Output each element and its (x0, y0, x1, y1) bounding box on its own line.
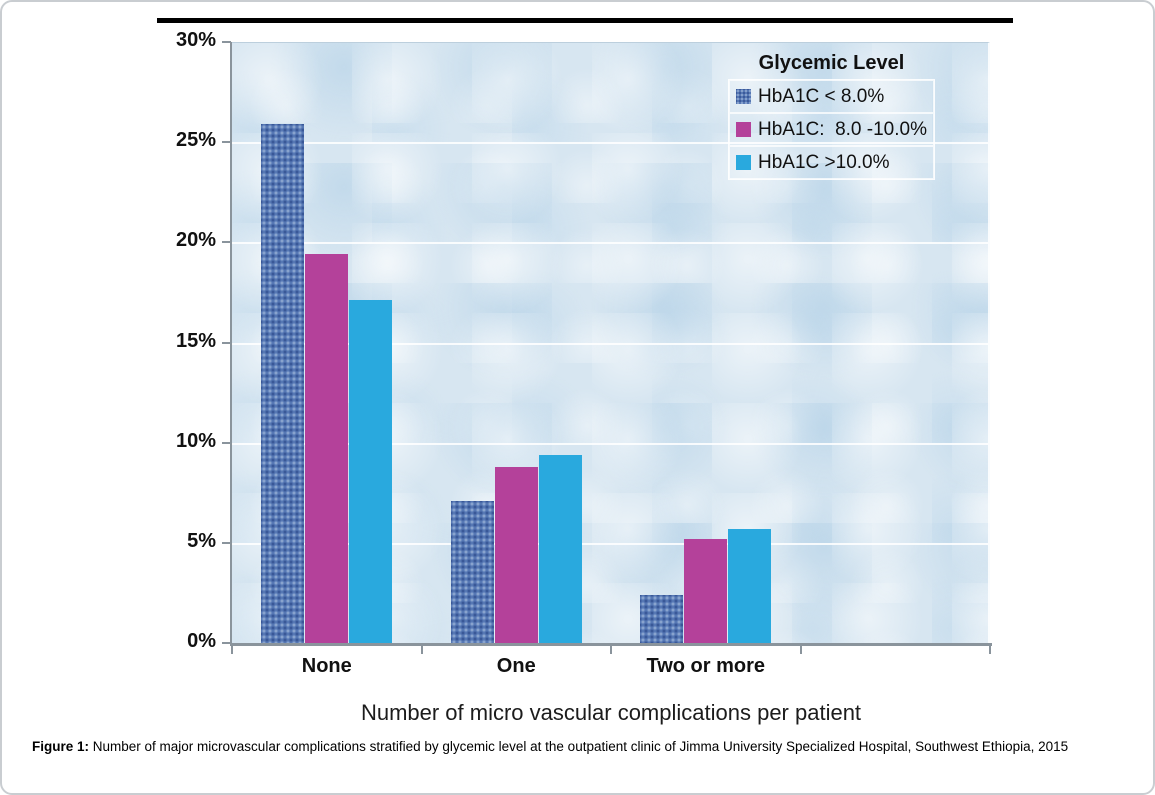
x-tick-mark (799, 646, 802, 654)
gridline-20pct (232, 242, 988, 245)
x-tick-mark (989, 646, 991, 654)
plot-area: Glycemic Level HbA1C < 8.0% HbA1C: 8.0 -1… (232, 42, 990, 643)
y-tick-mark (222, 541, 231, 544)
y-tick-label-15: 15% (175, 329, 216, 352)
y-tick-label-0: 0% (187, 630, 216, 652)
top-rule-divider (157, 18, 1013, 23)
x-tick-mark (610, 646, 612, 654)
legend-title: Glycemic Level (758, 52, 905, 74)
legend-items: HbA1C < 8.0% HbA1C: 8.0 -10.0% HbA1C >10.0… (728, 79, 935, 180)
y-tick-label-5: 5% (187, 529, 216, 552)
gridline-25pct (232, 142, 988, 145)
legend: Glycemic Level HbA1C < 8.0% HbA1C: 8.0 -1… (728, 50, 935, 180)
y-tick-mark (222, 41, 231, 43)
legend-entry-2: HbA1C >10.0% (729, 146, 934, 179)
bar-one-series-2 (538, 455, 582, 643)
legend-label-0: HbA1C < 8.0% (758, 85, 885, 107)
y-tick-mark (222, 441, 231, 444)
bar-two-or-more-series-0 (640, 595, 684, 643)
y-tick-mark (222, 141, 231, 144)
category-label-two-or-more: Two or more (646, 655, 766, 677)
figure-caption-text: Number of major microvascular complicati… (89, 739, 1069, 754)
x-tick-mark (231, 646, 233, 654)
y-tick-label-30: 30% (175, 29, 216, 51)
bar-two-or-more-series-2 (728, 529, 772, 643)
category-label-one: One (496, 655, 536, 677)
x-axis-title: Number of micro vascular complications p… (360, 700, 862, 725)
legend-swatch-2 (736, 155, 751, 170)
category-label-none: None (301, 655, 352, 677)
y-tick-mark (222, 642, 231, 644)
bar-one-series-0 (450, 501, 494, 643)
bar-none-series-2 (349, 300, 393, 643)
gridline-10pct (232, 442, 988, 445)
gridline-15pct (232, 342, 988, 345)
y-tick-mark (222, 241, 231, 244)
bar-none-series-0 (261, 124, 305, 643)
legend-entry-1: HbA1C: 8.0 -10.0% (729, 113, 934, 146)
y-tick-label-25: 25% (175, 129, 216, 152)
figure-caption: Figure 1: Number of major microvascular … (32, 738, 1117, 756)
gridline-5pct (232, 542, 988, 545)
y-axis-line (230, 42, 232, 644)
bar-none-series-1 (305, 254, 349, 643)
legend-swatch-1 (736, 122, 751, 137)
bar-two-or-more-series-1 (684, 539, 728, 643)
legend-label-1: HbA1C: 8.0 -10.0% (758, 118, 927, 140)
y-tick-mark (222, 341, 231, 344)
figure-caption-label: Figure 1: (32, 739, 90, 754)
bar-one-series-1 (494, 467, 538, 643)
y-tick-label-20: 20% (175, 229, 216, 252)
legend-swatch-0 (736, 89, 751, 104)
x-tick-mark (420, 646, 423, 654)
legend-entry-0: HbA1C < 8.0% (729, 80, 934, 113)
legend-label-2: HbA1C >10.0% (758, 151, 890, 173)
x-axis-line (230, 643, 992, 646)
y-tick-label-10: 10% (175, 429, 216, 452)
